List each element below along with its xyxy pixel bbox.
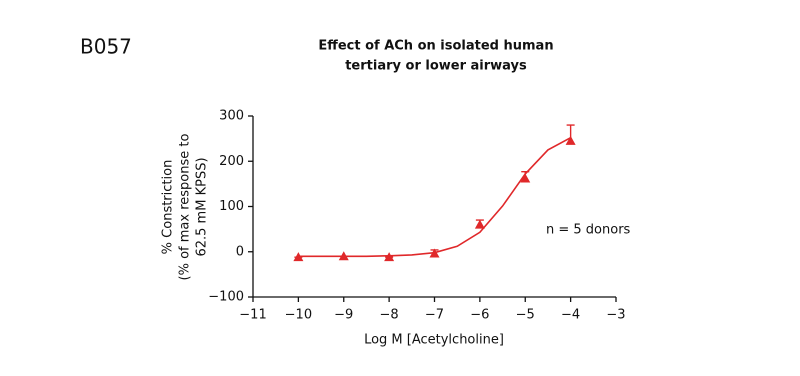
y-tick-label: −100: [208, 290, 244, 305]
x-tick-label: −7: [425, 308, 444, 323]
point: [474, 219, 485, 229]
y-tick-label: 300: [219, 109, 244, 124]
annotation: n = 5 donors: [546, 223, 631, 238]
point: [338, 251, 349, 261]
x-tick-label: −10: [285, 308, 312, 323]
fit-curve: [298, 137, 572, 258]
x-tick-label: −8: [380, 308, 399, 323]
y-tick-label: 200: [219, 154, 244, 169]
point: [520, 173, 531, 183]
x-axis-label: Log M [Acetylcholine]: [364, 333, 504, 348]
y-axis-label: % Constriction: [161, 160, 176, 255]
chart-title: Effect of ACh on isolated human: [318, 39, 553, 54]
chart-title: tertiary or lower airways: [345, 59, 527, 74]
point: [565, 135, 576, 145]
x-tick-label: −9: [334, 308, 353, 323]
y-tick-label: 100: [219, 199, 244, 214]
point: [429, 248, 440, 258]
y-tick-label: 0: [236, 244, 244, 259]
x-tick-label: −6: [470, 308, 489, 323]
panel-label: B057: [80, 35, 132, 59]
point: [293, 252, 304, 262]
x-tick-label: −5: [516, 308, 535, 323]
point: [384, 252, 395, 262]
x-tick-label: −11: [239, 308, 266, 323]
y-axis-label: (% of max response to: [178, 134, 193, 281]
y-axis-label: 62.5 mM KPSS): [195, 157, 210, 256]
x-tick-label: −4: [561, 308, 580, 323]
x-tick-label: −3: [606, 308, 625, 323]
